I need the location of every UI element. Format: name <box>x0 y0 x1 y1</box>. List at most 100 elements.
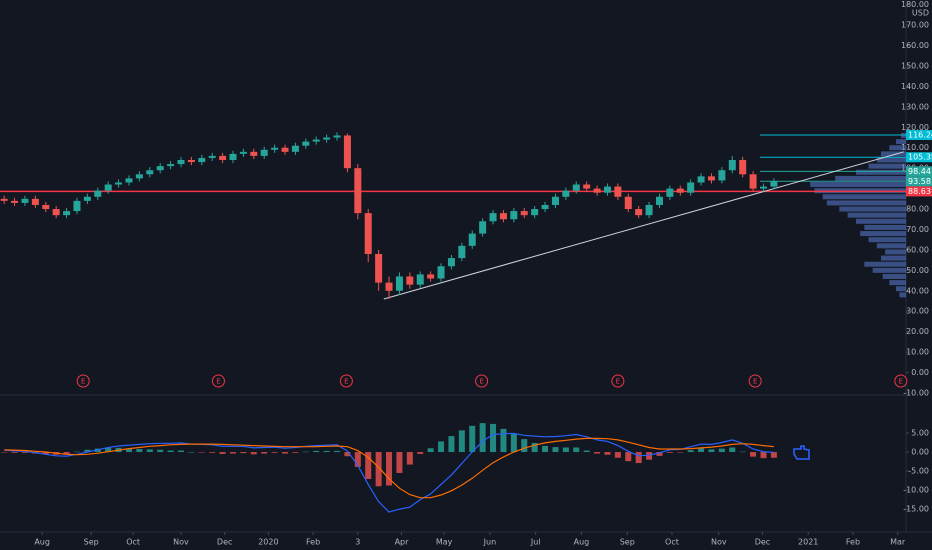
y-tick-label: 160.00 <box>901 41 929 50</box>
candle-body <box>343 135 351 169</box>
macd-histogram-bar <box>219 452 226 454</box>
candle-body <box>395 276 403 291</box>
y-tick-label: 70.00 <box>906 225 929 234</box>
macd-histogram-bar <box>157 449 164 453</box>
x-tick-label: Dec <box>217 538 232 547</box>
earnings-marker <box>76 374 90 388</box>
macd-histogram-bar <box>365 452 372 480</box>
candle-body <box>229 153 237 161</box>
macd-line <box>4 432 774 513</box>
macd-histogram-bar <box>427 448 434 453</box>
signal-line <box>4 437 774 499</box>
candle-body <box>94 190 102 197</box>
macd-histogram-bar <box>11 452 18 453</box>
volume-profile-bar <box>885 249 906 255</box>
candle-body <box>219 155 227 161</box>
x-tick-label: Aug <box>34 538 50 547</box>
x-tick-label: Aug <box>574 538 590 547</box>
macd-histogram-bar <box>406 452 413 465</box>
x-tick-label: Oct <box>665 538 679 547</box>
macd-histogram-bar <box>448 436 455 453</box>
candle-body <box>551 196 559 205</box>
macd-histogram-bar <box>136 449 143 453</box>
x-tick-label: Nov <box>711 538 727 547</box>
macd-histogram-bar <box>708 449 715 453</box>
candle-body <box>520 211 528 216</box>
candle-body <box>31 198 39 205</box>
volume-profile-bar <box>810 182 906 188</box>
price-level-label: 93.58 <box>908 177 931 186</box>
earnings-label: E <box>616 378 620 386</box>
macd-histogram-bar <box>531 442 538 453</box>
volume-profile-bar <box>889 280 906 286</box>
macd-histogram-bar <box>21 452 28 453</box>
x-tick-label: Feb <box>846 538 860 547</box>
macd-histogram-bar <box>521 439 528 453</box>
candle-body <box>312 139 320 142</box>
hand-icon-shape[interactable] <box>793 445 810 460</box>
macd-histogram-bar <box>167 450 174 453</box>
candle-body <box>208 155 216 158</box>
macd-histogram-bar <box>677 452 684 453</box>
candle-body <box>333 135 341 138</box>
price-level-label: 105.35 <box>908 153 932 162</box>
volume-profile-bar <box>896 139 906 145</box>
candle-body <box>759 186 767 189</box>
macd-histogram-bar <box>344 452 351 457</box>
y-tick-label: 20.00 <box>906 327 929 336</box>
candle-body <box>707 176 715 181</box>
candle-body <box>572 184 580 191</box>
macd-histogram-bar <box>739 451 746 453</box>
y-tick-label: 150.00 <box>901 62 929 71</box>
macd-histogram-bar <box>760 452 767 459</box>
macd-histogram-bar <box>479 423 486 453</box>
candle-body <box>125 178 133 183</box>
macd-histogram-bar <box>240 452 247 454</box>
candle-body <box>739 160 747 175</box>
candle-body <box>770 181 778 187</box>
price-level-label: 88.63 <box>908 187 931 196</box>
y-tick-label: 50.00 <box>906 266 929 275</box>
macd-y-tick-label: -15.00 <box>903 505 929 514</box>
volume-profile-bar <box>814 188 906 194</box>
candle-body <box>624 196 632 210</box>
macd-histogram-bar <box>614 452 621 458</box>
y-tick-label: 10.00 <box>906 348 929 357</box>
volume-profile-bar <box>876 157 906 163</box>
x-tick-label: Jul <box>530 538 541 547</box>
volume-profile-bar <box>860 231 906 237</box>
candle-body <box>406 276 414 285</box>
volume-profile-bar <box>876 243 906 249</box>
macd-histogram-bar <box>292 452 299 453</box>
macd-histogram-bar <box>417 452 424 454</box>
macd-histogram-bar <box>323 450 330 453</box>
volume-profile-bar <box>872 267 906 273</box>
macd-y-tick-label: 0.00 <box>911 448 929 457</box>
candle-body <box>427 274 435 279</box>
macd-histogram-bar <box>542 445 549 453</box>
x-tick-label: 2020 <box>258 538 278 547</box>
macd-histogram-bar <box>84 449 91 453</box>
y-tick-label: 120.00 <box>901 123 929 132</box>
candle-body <box>437 266 445 279</box>
macd-histogram-bar <box>125 448 132 453</box>
macd-histogram-bar <box>573 447 580 453</box>
volume-profile-bar <box>868 163 906 169</box>
macd-histogram-bar <box>698 448 705 453</box>
macd-histogram-bar <box>729 447 736 453</box>
macd-histogram-bar <box>209 452 216 453</box>
hand-icon[interactable] <box>793 445 810 460</box>
candle-body <box>135 174 143 179</box>
macd-histogram-bar <box>177 450 184 453</box>
volume-profile-bar <box>868 237 906 243</box>
macd-histogram-bar <box>666 452 673 453</box>
candle-body <box>302 141 310 146</box>
candle-body <box>749 174 757 189</box>
macd-histogram-bar <box>271 452 278 453</box>
candle-body <box>479 221 487 234</box>
volume-profile-bar <box>882 273 906 279</box>
candle-body <box>104 184 112 191</box>
candle-body <box>239 151 247 154</box>
